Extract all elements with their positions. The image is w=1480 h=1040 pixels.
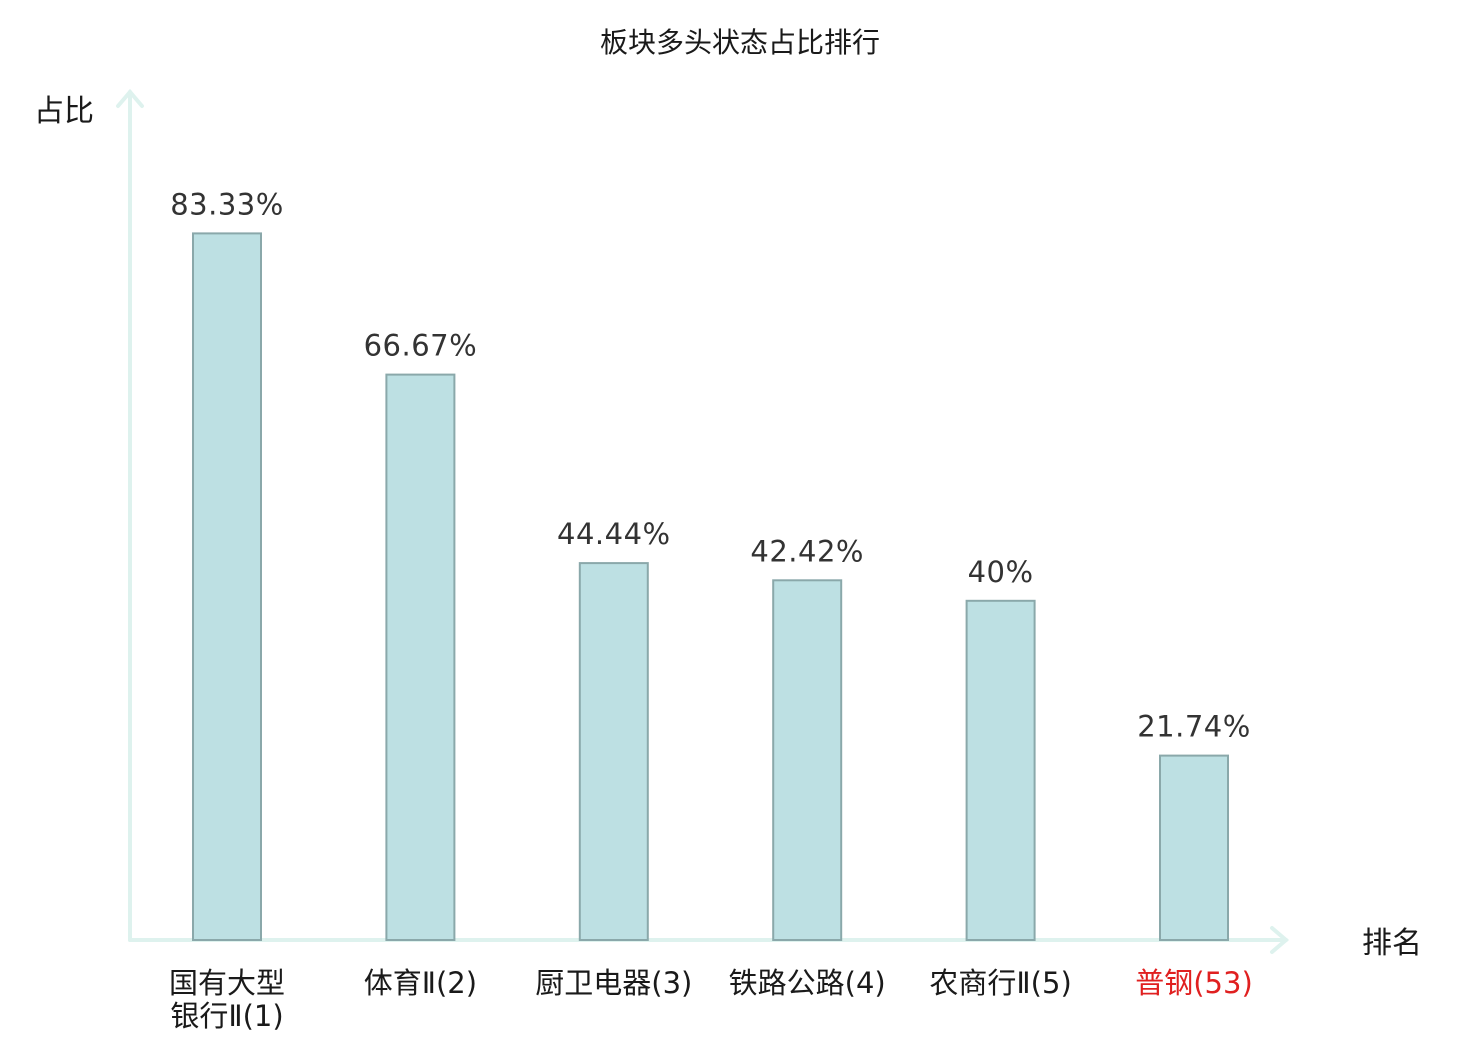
category-label-line: 普钢(53) xyxy=(1135,966,1253,1000)
value-labels: 83.33% 66.67% 44.44% 42.42% 40% 21.74% xyxy=(170,187,1251,744)
category-label-2: 体育Ⅱ(2) xyxy=(364,966,477,1000)
value-label-4: 42.42% xyxy=(750,534,864,568)
category-label-line: 国有大型 xyxy=(169,966,285,1000)
category-label-3: 厨卫电器(3) xyxy=(535,966,692,1000)
bar-4 xyxy=(772,579,843,941)
chart-title: 板块多头状态占比排行 xyxy=(600,26,880,59)
category-label-line: 农商行Ⅱ(5) xyxy=(929,966,1071,1000)
y-axis-label: 占比 xyxy=(34,94,94,129)
value-label-1: 83.33% xyxy=(170,187,284,221)
bar-1 xyxy=(192,232,262,941)
y-axis-arrow xyxy=(116,88,144,108)
category-label-line: 铁路公路(4) xyxy=(729,966,886,1000)
category-label-5: 农商行Ⅱ(5) xyxy=(929,966,1071,1000)
value-label-3: 44.44% xyxy=(557,517,671,551)
category-label-line: 银行Ⅱ(1) xyxy=(170,999,283,1033)
category-label-1: 国有大型银行Ⅱ(1) xyxy=(169,966,285,1033)
value-label-2: 66.67% xyxy=(364,329,478,363)
value-label-5: 40% xyxy=(968,555,1034,589)
x-axis-label: 排名 xyxy=(1362,926,1422,961)
category-label-6: 普钢(53) xyxy=(1135,966,1253,1000)
bar-2 xyxy=(385,373,456,942)
bar-series xyxy=(192,232,1229,942)
bar-5 xyxy=(965,599,1036,941)
x-axis-arrow xyxy=(1270,926,1290,954)
bar-3 xyxy=(578,562,649,941)
bar-6 xyxy=(1159,754,1229,941)
category-label-line: 厨卫电器(3) xyxy=(535,966,692,1000)
category-label-line: 体育Ⅱ(2) xyxy=(364,966,477,1000)
category-label-4: 铁路公路(4) xyxy=(729,966,886,1000)
value-label-6: 21.74% xyxy=(1137,710,1251,744)
category-labels: 国有大型银行Ⅱ(1) 体育Ⅱ(2) 厨卫电器(3) 铁路公路(4) 农商行Ⅱ(5) 普钢(… xyxy=(169,966,1253,1033)
